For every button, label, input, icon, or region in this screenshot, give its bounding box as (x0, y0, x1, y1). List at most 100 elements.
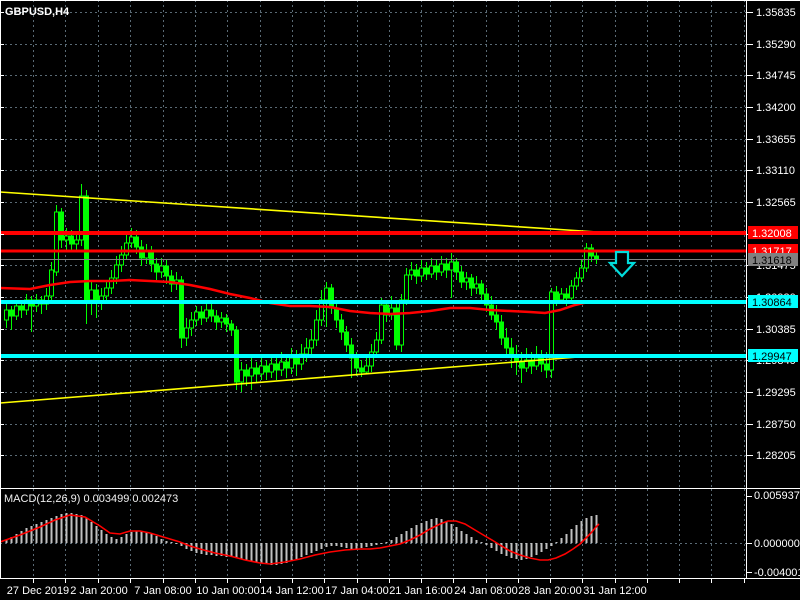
candle-body (549, 291, 554, 371)
candle-body (374, 339, 379, 353)
time-axis-label: 14 Jan 12:00 (260, 585, 324, 597)
time-axis-label: 2 Jan 20:00 (70, 585, 128, 597)
candle-body (394, 307, 399, 346)
candle-body (449, 261, 454, 271)
candle-body (314, 319, 319, 341)
ma-line[interactable] (0, 278, 599, 316)
time-axis-label: 28 Jan 20:00 (518, 585, 582, 597)
candle-body (134, 236, 139, 248)
candle-body (59, 211, 64, 241)
candle-body (579, 267, 584, 279)
price-axis: 1.35835 1.35290 1.34745 1.34200 1.33655 1.331… (0, 7, 800, 579)
time-axis-label: 21 Jan 16:00 (389, 585, 453, 597)
grid-lines (0, 0, 746, 578)
candle-body (219, 317, 224, 323)
macd-axis-label: 0.000000 (754, 538, 800, 550)
candle-body (79, 195, 84, 241)
trendline-lower-ascending[interactable] (0, 356, 579, 404)
time-axis-label: 31 Jan 12:00 (583, 585, 647, 597)
candle-body (209, 309, 214, 317)
time-axis-label: 10 Jan 00:00 (196, 585, 260, 597)
candle-body (279, 361, 284, 371)
candle-body (424, 267, 429, 275)
candle-body (364, 365, 369, 373)
time-axis-label: 7 Jan 08:00 (134, 585, 192, 597)
down-arrow-object[interactable] (607, 250, 637, 278)
candle-body (69, 235, 74, 245)
price-tick-label: 1.33655 (756, 134, 796, 146)
candle-body (504, 337, 509, 349)
candle-body (49, 269, 54, 297)
price-badge (748, 226, 798, 239)
price-tick-label: 1.35835 (756, 7, 796, 19)
macd-axis-label: 0.005937 (754, 490, 800, 502)
candle-body (229, 323, 234, 331)
candle-body (274, 363, 279, 371)
candle-body (474, 283, 479, 289)
candle-body (129, 236, 134, 244)
candle-body (104, 287, 109, 297)
time-axis-label: 24 Jan 08:00 (454, 585, 518, 597)
main-chart-plot-area[interactable] (0, 0, 746, 488)
price-badge (748, 253, 798, 266)
candle-body (359, 367, 364, 373)
candle-body (464, 277, 469, 283)
candle-body (164, 265, 169, 277)
candle-body (544, 363, 549, 371)
price-badge-label: 1.29947 (752, 351, 792, 363)
candle-body (419, 267, 424, 277)
candle-body (524, 359, 529, 369)
candle-body (434, 265, 439, 273)
macd-axis-label: -0.004001 (754, 567, 800, 579)
candle-body (74, 239, 79, 245)
candle-body (584, 247, 589, 269)
candle-body (199, 311, 204, 319)
candle-body (564, 293, 569, 299)
candle-body (309, 339, 314, 349)
candle-body (484, 293, 489, 306)
candle-body (244, 369, 249, 377)
moving-average-line[interactable] (0, 278, 599, 316)
candle-body (4, 309, 9, 321)
trendline-upper-descending[interactable] (0, 191, 613, 234)
candle-body (114, 264, 119, 279)
price-badge-label: 1.30864 (752, 297, 792, 309)
macd-indicator (0, 513, 600, 565)
price-tick-label: 1.35290 (756, 39, 796, 51)
candle-body (14, 305, 19, 317)
macd-signal-line (0, 514, 600, 565)
time-axis: 27 Dec 2019 2 Jan 20:00 7 Jan 08:00 10 Jan … (7, 578, 745, 597)
candle-body (189, 319, 194, 329)
candle-body (159, 265, 164, 273)
candle-body (479, 283, 484, 295)
price-badge (748, 295, 798, 308)
candle-body (409, 269, 414, 276)
candle-body (344, 331, 349, 346)
trendlines[interactable] (0, 191, 613, 404)
macd-indicator-label: MACD(12,26,9) 0.003499 0.002473 (4, 493, 178, 505)
candle-body (379, 304, 384, 341)
price-tick-label: 1.34200 (756, 102, 796, 114)
candle-body (469, 277, 474, 289)
candle-body (184, 327, 189, 339)
candle-body (109, 277, 114, 289)
candle-body (259, 365, 264, 375)
candle-body (494, 314, 499, 323)
candle-body (439, 263, 444, 273)
price-tick-label: 1.28205 (756, 450, 796, 462)
candle-body (224, 317, 229, 325)
candle-body (264, 365, 269, 373)
symbol-timeframe-label: GBPUSD,H4 (5, 6, 70, 18)
candle-body (54, 211, 59, 273)
price-badge (748, 349, 798, 362)
candle-body (249, 367, 254, 377)
candle-body (214, 315, 219, 323)
candle-body (414, 269, 419, 277)
candle-body (429, 265, 434, 275)
candle-body (204, 309, 209, 319)
candle-body (284, 361, 289, 369)
sell-signal-down-arrow[interactable] (607, 250, 637, 278)
macd-plot-area[interactable] (0, 489, 746, 578)
